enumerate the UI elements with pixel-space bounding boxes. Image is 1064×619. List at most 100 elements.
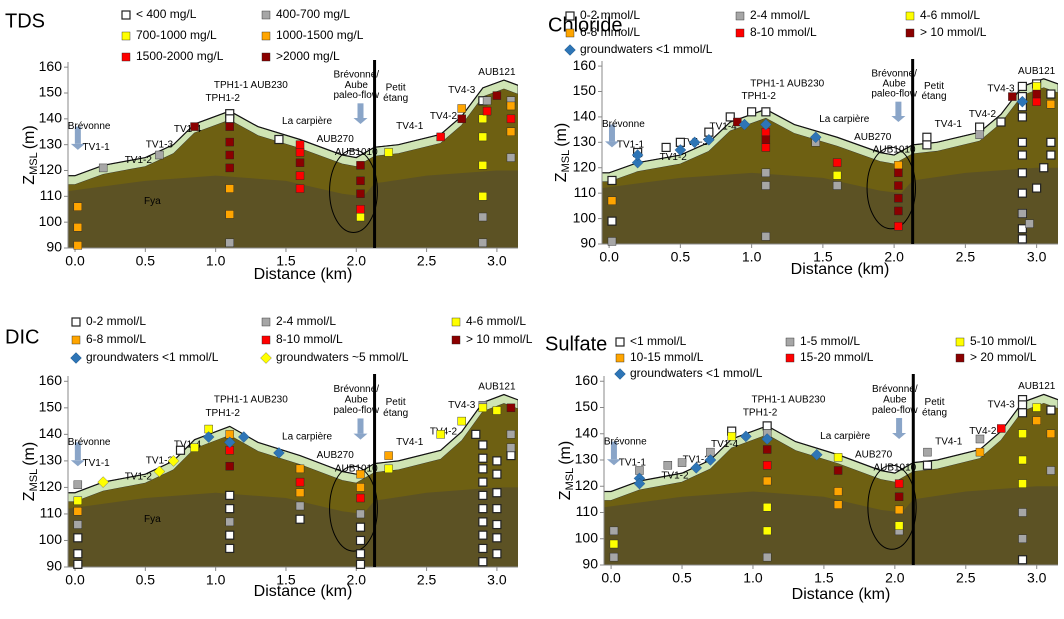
data-point [1017,555,1028,565]
legend-label: > 20 mmol/L [970,350,1037,364]
legend-label: groundwaters <1 mmol/L [86,350,219,364]
data-point [894,168,903,178]
data-point [384,464,393,474]
site-label: TV1-1 [83,458,111,469]
legend-marker [785,337,795,347]
data-point [674,144,687,156]
legend-marker [260,352,272,364]
arrow-head [892,433,907,439]
legend-marker [735,11,745,21]
data-point [225,530,235,540]
data-point [1018,429,1027,438]
y-tick-label: 150 [39,84,63,100]
data-point [478,238,488,248]
data-point [1032,183,1042,193]
data-point [997,424,1006,433]
legend-label: 2-4 mmol/L [276,314,336,328]
site-label: étang [922,91,947,102]
data-point [492,504,502,514]
data-point [832,158,842,167]
data-point [1046,150,1056,160]
data-point [478,403,488,413]
legend-label: >2000 mg/L [276,49,340,63]
arrow-shaft [608,124,615,142]
site-label: Fya [144,514,161,525]
fya-layer [604,486,1058,565]
plot-area [602,78,1058,244]
data-point [274,134,284,145]
data-point [295,501,305,511]
x-axis-label: Distance (km) [791,261,890,278]
site-label: TV4-3 [448,85,476,96]
y-tick-label: 140 [39,110,63,126]
data-point [690,462,703,474]
y-tick-label: 90 [46,558,62,574]
data-point [273,447,285,459]
x-tick-label: 2.5 [417,572,437,588]
data-point [894,181,903,190]
data-point [747,107,757,117]
data-point [190,443,199,452]
data-point [607,216,617,226]
data-point [73,507,83,516]
site-label: TV1-4 [174,124,202,135]
data-point [295,158,305,167]
legend-label: 5-10 mmol/L [970,334,1037,348]
data-point [155,150,164,160]
data-point [356,509,365,519]
site-label: TV4-1 [396,437,424,448]
paleo-flow-ellipse [329,149,378,234]
data-point [1025,219,1034,228]
legend-label: 1-5 mmol/L [800,334,860,348]
ground-surface [68,393,518,494]
legend-label: 6-8 mmol/L [580,25,640,39]
x-tick-label: 1.5 [276,253,296,269]
data-point [996,117,1006,127]
x-tick-label: 0.5 [136,253,156,269]
y-tick-label: 100 [575,529,599,545]
data-point [1018,479,1027,488]
site-label: TV1-1 [617,140,645,151]
legend-marker [785,353,795,363]
site-label: AUB121 [478,381,516,392]
data-point [762,421,772,431]
data-point [153,465,166,478]
y-tick-label: 140 [575,424,599,440]
data-point [633,477,646,490]
data-point [833,453,843,462]
y-tick-label: 110 [40,505,63,521]
data-point [1017,168,1027,178]
legend-label: 15-20 mmol/L [800,350,874,364]
y-tick-label: 120 [573,158,597,174]
data-point [295,140,305,149]
x-tick-label: 0.0 [65,253,85,269]
site-label: Brévonne/ [333,70,379,81]
y-label-main: Z [553,172,570,182]
plot-area [68,393,518,567]
site-label: TPH1-2 [205,408,240,419]
site-label: Petit [924,81,944,92]
data-point [609,539,619,549]
data-point [356,483,365,492]
y-tick-label: 110 [40,187,63,203]
data-point [506,403,516,413]
site-label: TV4-2 [430,111,458,122]
data-point [492,456,502,466]
legend-label: 1000-1500 mg/L [276,28,364,42]
data-point [631,149,644,161]
data-point [609,526,619,536]
site-label: TV4-2 [969,426,997,437]
legend-marker [614,368,626,380]
site-label: TV1-2 [125,155,153,166]
data-point [677,458,687,467]
data-point [506,450,516,461]
arrow-head [70,460,85,467]
data-point [225,504,235,514]
data-point [894,194,903,203]
legend-label: < 400 mg/L [136,7,197,21]
y-label-main: Z [21,491,38,501]
data-point [492,469,502,479]
data-point [478,161,488,170]
x-tick-label: 2.5 [956,249,976,265]
fya-layer [602,167,1058,244]
